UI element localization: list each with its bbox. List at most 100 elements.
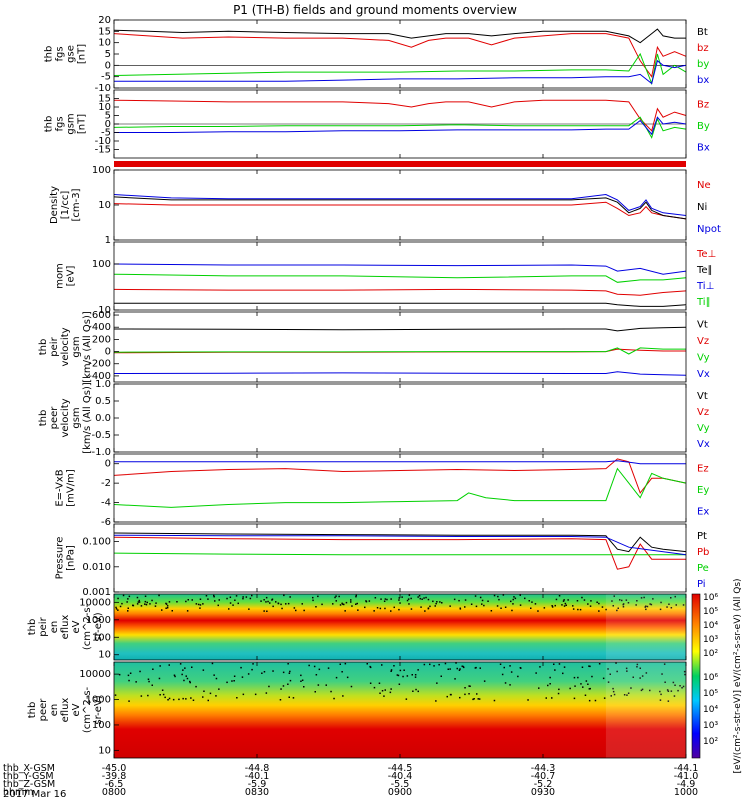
spectrogram-pixel	[419, 595, 421, 597]
spectrogram-pixel	[480, 597, 482, 599]
y-axis-label: thb	[44, 116, 55, 133]
spectrogram-pixel	[407, 600, 409, 602]
colorbar-tick-label: 10⁴	[703, 621, 718, 631]
spectrogram-pixel	[144, 603, 146, 605]
spectrogram-pixel	[561, 604, 563, 606]
y-axis-label: (cm^2-s-	[82, 686, 93, 733]
spectrogram-pixel	[335, 595, 337, 597]
y-axis-label: [nT]	[77, 44, 88, 64]
spectrogram-pixel	[380, 608, 382, 610]
spectrogram-pixel	[302, 680, 304, 682]
spectrogram-pixel	[206, 595, 208, 597]
spectrogram-pixel	[510, 601, 512, 603]
spectrogram-pixel	[408, 598, 410, 600]
spectrogram-pixel	[314, 666, 316, 668]
spectrogram-pixel	[475, 595, 477, 597]
x-axis-tick-label: 0800	[102, 787, 126, 798]
spectrogram-pixel	[269, 602, 271, 604]
spectrogram-pixel	[333, 698, 335, 700]
spectrogram-pixel	[158, 595, 160, 597]
y-tick-label: -1.0	[91, 447, 111, 458]
spectrogram-pixel	[589, 688, 591, 690]
panel-frame	[114, 20, 686, 88]
spectrogram-pixel	[447, 696, 449, 698]
spectrogram-pixel	[515, 598, 517, 600]
spectrogram-pixel	[468, 685, 470, 687]
colorbar-tick-label: 10⁴	[703, 705, 718, 715]
spectrogram-pixel	[344, 610, 346, 612]
y-axis-label: [nT]	[77, 114, 88, 134]
spectrogram-pixel	[465, 599, 467, 601]
spectrogram-pixel	[261, 673, 263, 675]
spectrogram-pixel	[549, 683, 551, 685]
spectrogram-pixel	[115, 607, 117, 609]
y-axis-label: [km/s (All Qs)]	[82, 382, 93, 454]
spectrogram-pixel	[478, 698, 480, 700]
spectrogram-pixel	[513, 599, 515, 601]
y-axis-label: [km/s (All Qs)]	[82, 311, 93, 383]
y-tick-label: 10	[98, 200, 111, 211]
y-tick-label: 0	[105, 347, 111, 358]
y-axis-label: eV	[71, 703, 82, 716]
spectrogram-pixel	[586, 680, 588, 682]
spectrogram-pixel	[289, 671, 291, 673]
series-line-Ne	[114, 202, 686, 219]
spectrogram-pixel	[411, 608, 413, 610]
y-axis-label: eflux	[60, 615, 71, 640]
legend-entry: Vz	[697, 407, 709, 418]
spectrogram-pixel	[167, 605, 169, 607]
spectrogram-pixel	[438, 664, 440, 666]
spectrogram-pixel	[252, 663, 254, 665]
legend-entry: Te⊥	[696, 249, 716, 260]
y-tick-label: 0.100	[82, 537, 111, 548]
spectrogram-pixel	[500, 608, 502, 610]
spectrogram-pixel	[367, 663, 369, 665]
spectrogram-pixel	[574, 677, 576, 679]
y-axis-label: Pressure	[55, 537, 66, 580]
spectrogram-pixel	[487, 601, 489, 603]
series-line-Bt	[114, 29, 686, 43]
y-axis-label: en	[49, 621, 60, 634]
spectrogram-pixel	[415, 674, 417, 676]
legend-entry: Vx	[697, 369, 710, 380]
spectrogram-pixel	[312, 600, 314, 602]
spectrogram-pixel	[357, 609, 359, 611]
panels: Btbzbybx20151050-5-10thb fgs gse [nT]BzByBx…	[27, 15, 721, 758]
spectrogram-pixel	[520, 667, 522, 669]
legend-entry: Ey	[697, 485, 709, 496]
spectrogram-pixel	[428, 607, 430, 609]
spectrogram-pixel	[407, 675, 409, 677]
spectrogram-pixel	[300, 681, 302, 683]
spectrogram-pixel	[186, 675, 188, 677]
spectrogram-pixel	[242, 598, 244, 600]
spectrogram-pixel	[161, 609, 163, 611]
spectrogram-pixel	[128, 680, 130, 682]
spectrogram-pixel	[280, 604, 282, 606]
spectrogram-pixel	[159, 665, 161, 667]
spectrogram-pixel	[497, 605, 499, 607]
panel-peir_velocity: VtVzVyVx6004002000-200-400thb peir velocit…	[38, 310, 710, 383]
spectrogram-pixel	[417, 596, 419, 598]
spectrogram-pixel	[300, 675, 302, 677]
y-axis-label: velocity	[60, 327, 71, 366]
y-tick-label: 0.5	[95, 396, 111, 407]
spectrogram-pixel	[116, 608, 118, 610]
spectrogram-pixel	[250, 598, 252, 600]
spectrogram-pixel	[127, 598, 129, 600]
spectrogram-pixel	[481, 603, 483, 605]
spectrogram-pixel	[174, 675, 176, 677]
spectrogram-pixel	[524, 598, 526, 600]
spectrogram-pixel	[198, 604, 200, 606]
spectrogram-pixel	[590, 605, 592, 607]
spectrogram-pixel	[577, 609, 579, 611]
spectrogram-pixel	[459, 668, 461, 670]
y-tick-label: 400	[92, 322, 111, 333]
panel-peer_spectrogram: 10000100010010thb peer en eflux eV (cm^2-s-sr…	[27, 662, 686, 758]
spectrogram-pixel	[566, 605, 568, 607]
series-line-Te∥	[114, 303, 686, 306]
spectrogram-pixel	[173, 699, 175, 701]
spectrogram-pixel	[215, 695, 217, 697]
spectrogram-pixel	[185, 601, 187, 603]
spectrogram-pixel	[527, 699, 529, 701]
spectrogram-pixel	[379, 693, 381, 695]
